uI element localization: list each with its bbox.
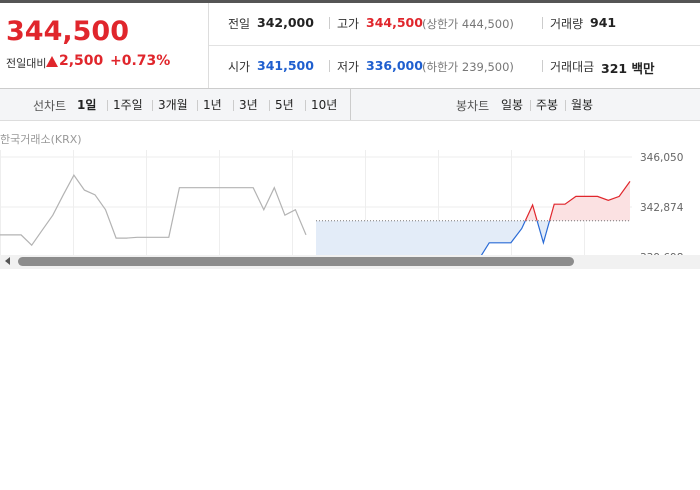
stat-value: 342,000 bbox=[257, 15, 314, 30]
divider bbox=[209, 45, 700, 46]
stat-note: (하한가 239,500) bbox=[422, 60, 514, 74]
separator bbox=[329, 17, 330, 29]
separator bbox=[197, 100, 198, 111]
up-arrow bbox=[46, 56, 58, 67]
separator bbox=[565, 100, 566, 111]
separator bbox=[233, 100, 234, 111]
y-tick-label: 346,050 bbox=[640, 152, 683, 164]
divider bbox=[208, 3, 209, 88]
y-tick-label: 342,874 bbox=[640, 202, 684, 214]
tab[interactable]: 주봉 bbox=[536, 98, 559, 112]
scroll-thumb[interactable] bbox=[18, 257, 574, 266]
price-line bbox=[0, 173, 307, 247]
tab-label: 선차트 bbox=[33, 99, 67, 113]
separator bbox=[542, 17, 543, 29]
stat-label: 거래량 bbox=[550, 17, 584, 31]
divider bbox=[350, 89, 351, 120]
separator bbox=[269, 100, 270, 111]
tab[interactable]: 월봉 bbox=[571, 98, 594, 112]
tab[interactable]: 일봉 bbox=[501, 98, 524, 112]
stat-value: 321 백만 bbox=[601, 61, 655, 76]
stat-value: 341,500 bbox=[257, 58, 314, 73]
tab[interactable]: 1주일 bbox=[113, 98, 143, 112]
separator bbox=[329, 60, 330, 72]
stat-label: 저가 bbox=[337, 60, 360, 74]
tab-label: 봉차트 bbox=[456, 99, 490, 113]
separator bbox=[542, 60, 543, 72]
scroll-left[interactable] bbox=[5, 257, 10, 265]
stat-value: 336,000 bbox=[366, 58, 423, 73]
separator bbox=[152, 100, 153, 111]
tab[interactable]: 3년 bbox=[239, 98, 258, 112]
tab[interactable]: 3개월 bbox=[158, 98, 188, 112]
area-up bbox=[316, 181, 630, 221]
tab[interactable]: 1년 bbox=[203, 98, 222, 112]
stat-label: 시가 bbox=[228, 60, 251, 74]
change-rate: +0.73% bbox=[110, 53, 171, 69]
price: 344,500 bbox=[6, 16, 129, 47]
change: 2,500 bbox=[59, 53, 104, 69]
stat-label: 전일 bbox=[228, 17, 251, 31]
tab[interactable]: 10년 bbox=[311, 98, 338, 112]
top-border bbox=[0, 0, 700, 3]
stat-label: 고가 bbox=[337, 17, 360, 31]
stat-note: (상한가 444,500) bbox=[422, 17, 514, 31]
stat-value: 941 bbox=[590, 15, 617, 30]
stat-value: 344,500 bbox=[366, 15, 423, 30]
tab[interactable]: 1일 bbox=[77, 98, 97, 112]
change-label: 전일대비 bbox=[6, 57, 47, 70]
source: 한국거래소(KRX) bbox=[0, 133, 82, 146]
separator bbox=[305, 100, 306, 111]
tab[interactable]: 5년 bbox=[275, 98, 294, 112]
separator bbox=[107, 100, 108, 111]
separator bbox=[530, 100, 531, 111]
stat-label: 거래대금 bbox=[550, 60, 595, 74]
price-line-up bbox=[524, 181, 631, 221]
area-down bbox=[316, 220, 550, 258]
